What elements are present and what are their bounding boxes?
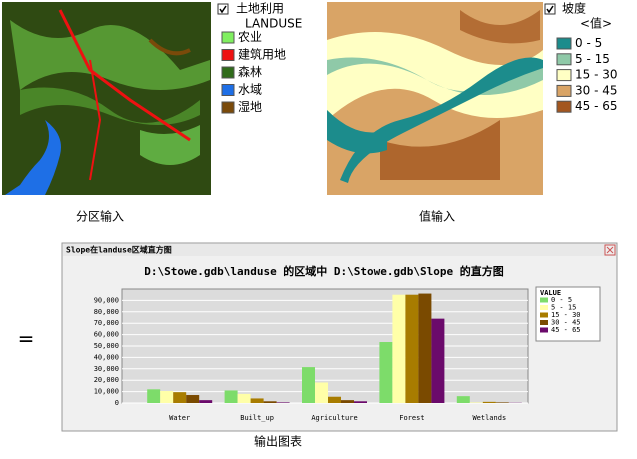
- y-tick-label: 0: [115, 399, 119, 407]
- bar: [496, 402, 509, 403]
- chart-title: D:\Stowe.gdb\landuse 的区域中 D:\Stowe.gdb\S…: [144, 264, 504, 278]
- slope-legend: 坡度 <值>: [545, 1, 612, 31]
- y-tick-label: 60,000: [94, 331, 119, 339]
- legend-swatch: [557, 85, 571, 96]
- y-tick-label: 50,000: [94, 342, 119, 350]
- legend-swatch: [557, 70, 571, 81]
- bar: [264, 401, 277, 403]
- x-tick-label: Agriculture: [311, 414, 357, 422]
- legend-swatch: [222, 85, 234, 96]
- y-tick-label: 40,000: [94, 353, 119, 361]
- legend-title: 坡度: [562, 1, 586, 16]
- x-tick-label: Water: [169, 414, 190, 422]
- y-tick-label: 20,000: [94, 376, 119, 384]
- legend-label: 45 - 65: [575, 99, 618, 113]
- legend-label: 森林: [238, 64, 262, 79]
- legend-swatch: [557, 54, 571, 65]
- legend-swatch: [222, 102, 234, 113]
- bar: [328, 397, 341, 403]
- legend-label: 水域: [238, 83, 262, 97]
- bar: [173, 392, 186, 403]
- legend-swatch: [540, 313, 548, 318]
- bar: [379, 342, 392, 403]
- legend-swatch: [540, 298, 548, 303]
- y-tick-label: 10,000: [94, 388, 119, 396]
- x-tick-label: Forest: [399, 414, 424, 422]
- equals-sign: =: [18, 327, 35, 351]
- bar: [147, 389, 160, 403]
- bar: [315, 382, 328, 403]
- legend-label: 0 - 5: [575, 36, 602, 50]
- legend-label: 15 - 30: [575, 68, 618, 82]
- bar: [405, 295, 418, 403]
- bar: [431, 319, 444, 403]
- bar: [392, 295, 405, 403]
- window-title: Slope在landuse区域直方图: [66, 245, 172, 255]
- x-tick-label: Wetlands: [472, 414, 506, 422]
- y-tick-label: 80,000: [94, 308, 119, 316]
- bar: [302, 367, 315, 403]
- x-tick-label: Built_up: [240, 414, 274, 422]
- legend-swatch: [540, 328, 548, 333]
- legend-title: 土地利用: [236, 2, 284, 16]
- landuse-legend: 土地利用 LANDUSE: [218, 2, 302, 31]
- bar: [341, 400, 354, 403]
- y-tick-label: 90,000: [94, 296, 119, 304]
- legend-swatch: [540, 320, 548, 325]
- bar: [418, 294, 431, 403]
- bar: [225, 390, 238, 403]
- bar: [238, 394, 251, 403]
- legend-label: 30 - 45: [575, 83, 618, 97]
- bar: [277, 402, 290, 403]
- caption: 输出图表: [254, 434, 302, 449]
- bar: [457, 396, 470, 403]
- legend-label: 湿地: [238, 99, 262, 114]
- y-tick-label: 70,000: [94, 319, 119, 327]
- bar: [199, 400, 212, 403]
- bar: [470, 402, 483, 403]
- legend-swatch: [222, 32, 234, 43]
- y-tick-label: 30,000: [94, 365, 119, 373]
- legend-swatch: [222, 67, 234, 78]
- caption: 分区输入: [76, 209, 124, 224]
- legend-label: 农业: [238, 30, 262, 44]
- legend-label: 45 - 65: [551, 326, 581, 334]
- legend-label: 5 - 15: [575, 52, 610, 66]
- legend-label: 建筑用地: [238, 47, 286, 62]
- bar: [251, 398, 264, 403]
- legend-swatch: [557, 38, 571, 49]
- bar: [186, 395, 199, 403]
- slope-map: [327, 2, 543, 195]
- caption: 值输入: [419, 209, 455, 224]
- bar: [160, 391, 173, 403]
- legend-subtitle: <值>: [580, 16, 612, 31]
- landuse-map: [2, 2, 211, 195]
- bar: [483, 402, 496, 403]
- legend-swatch: [222, 50, 234, 61]
- legend-swatch: [540, 305, 548, 310]
- bar: [354, 401, 367, 403]
- legend-swatch: [557, 101, 571, 112]
- legend-subtitle: LANDUSE: [245, 17, 302, 31]
